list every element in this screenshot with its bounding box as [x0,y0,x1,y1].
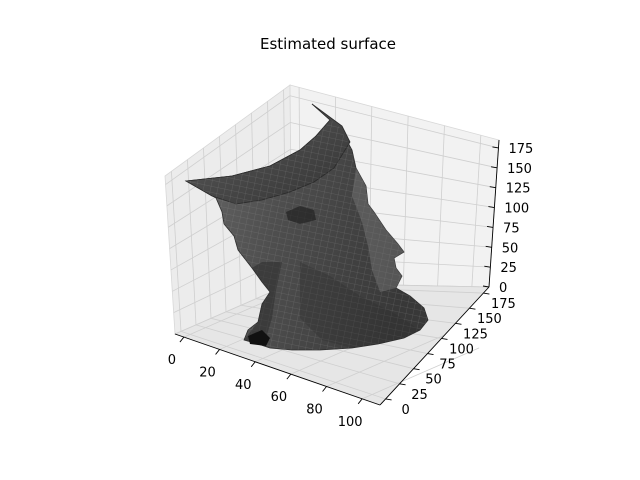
z-gridline-left [166,122,291,207]
surface-eye-shadow [286,206,316,224]
x-gridline [326,335,444,387]
y-tick-label: 100 [449,342,474,357]
y-tick [483,292,490,295]
z-tick-label: 0 [499,281,507,296]
y-gridline [180,331,386,400]
y-tick [399,383,406,386]
y-tick [413,368,420,371]
x-tick [250,361,256,368]
y-tick-label: 150 [477,312,502,327]
z-tick [489,186,496,189]
y-tick [441,337,448,340]
z-gridline-left [165,95,291,185]
z-axis-line [488,139,500,288]
chart-title: Estimated surface [260,35,396,53]
z-gridline-back [290,95,499,149]
axis-ticks: 0204060801000255075100125150175025507510… [168,142,534,430]
x-tick-label: 20 [199,365,216,380]
x-axis-line [174,333,381,406]
axis-lines [174,139,500,406]
surface-mesh-lines [186,104,428,350]
z-tick-label: 75 [503,221,520,236]
surface-edge-dark [248,330,270,346]
left-pane-gridline [203,147,212,319]
back-pane-gridline [437,125,445,286]
x-tick-label: 100 [338,415,363,430]
x-tick [357,398,363,405]
y-tick-label: 75 [439,358,456,373]
left-pane-gridline [219,136,227,312]
x-tick [322,386,327,392]
z-tick [491,166,498,169]
back-pane-gridline [471,135,482,287]
surface-mesh [184,103,429,351]
back-pane-gridline [402,116,409,286]
y-tick [385,398,392,401]
z-tick-label: 100 [504,202,529,217]
z-tick-label: 125 [506,182,531,197]
surface-face-highlight [352,168,404,292]
y-gridline [195,324,400,385]
y-tick [455,322,462,325]
z-tick-label: 150 [507,162,532,177]
left-pane-gridline [187,159,197,325]
y-tick [427,353,434,356]
x-tick [179,336,185,343]
z-tick-label: 175 [508,142,533,157]
x-tick [286,373,292,380]
z-tick [486,225,494,228]
z-tick-label: 50 [502,241,519,256]
y-tick-label: 175 [491,297,516,312]
surface-shadow-lower [244,262,282,344]
left-pane-gridline [171,171,182,332]
y-tick-label: 0 [401,403,409,418]
x-tick [215,349,220,355]
y-tick-label: 125 [463,327,488,342]
x-tick-label: 40 [235,378,252,393]
z-tick [492,146,499,149]
x-tick-label: 60 [271,390,288,405]
z-tick [482,285,490,288]
x-gridline [362,347,480,400]
x-tick-label: 80 [306,402,323,417]
y-tick [469,307,476,310]
z-tick [485,245,492,248]
y-tick-label: 25 [411,388,428,403]
z-tick [484,265,491,268]
y-tick-label: 50 [425,373,442,388]
surface-neck-shadow [300,262,420,348]
y-axis-line [379,286,490,406]
z-tick [488,206,495,208]
x-tick-label: 0 [168,353,176,368]
z-tick-label: 25 [500,261,517,276]
